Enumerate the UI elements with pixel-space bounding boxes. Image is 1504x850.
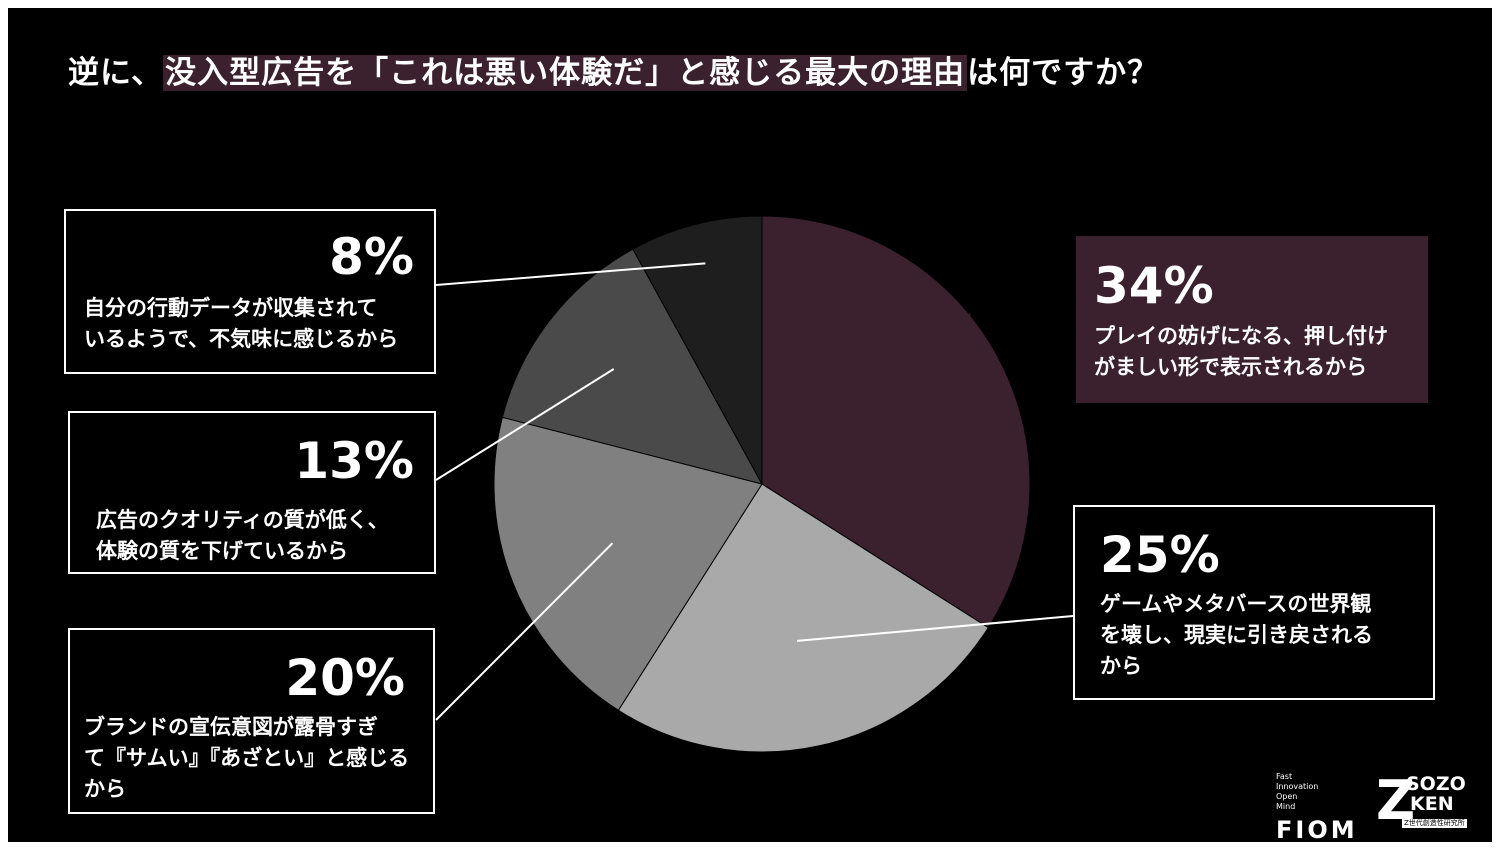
slice-label-34: 34% [1094,257,1214,315]
leader-line-25 [796,615,1074,642]
slice-desc-20: ブランドの宣伝意図が露骨すぎ て『サムい』『あざとい』と感じる から [84,715,410,801]
pie-slice-20 [493,416,763,711]
page-title: 逆に、没入型広告を「これは悪い体験だ」と感じる最大の理由は何ですか？ [68,52,1159,94]
slice-desc-25: ゲームやメタバースの世界観 を壊し、現実に引き戻される から [1100,592,1373,678]
title-suffix: は何ですか？ [967,55,1160,91]
slice-desc-13: 広告のクオリティの質が低く、 体験の質を下げているから [96,508,389,563]
callout-34: 34% プレイの妨げになる、押し付け がましい形で表示されるから [1076,236,1428,403]
leader-line-34 [902,313,971,408]
callout-13: 13% 広告のクオリティの質が低く、 体験の質を下げているから [68,411,436,574]
pie-slice-25 [617,483,989,753]
zken-logo-ken: KEN [1410,793,1454,815]
callout-8: 8% 自分の行動データが収集されて いるようで、不気味に感じるから [64,209,436,374]
pie-slice-34 [761,215,1031,629]
slice-desc-34: プレイの妨げになる、押し付け がましい形で表示されるから [1094,324,1388,379]
leader-line-13 [435,368,615,481]
pie-slice-8 [632,215,763,485]
fiom-logo-subtitle: Fast Innovation Open Mind [1276,772,1319,811]
pie-chart [435,215,1074,753]
zken-logo-caption: Z世代創造性研究所 [1402,819,1467,828]
leader-line-8 [435,262,706,286]
zken-logo: Z SOZO KEN Z世代創造性研究所 [1376,772,1472,836]
zken-logo-sozo: SOZO [1406,773,1466,795]
callout-25: 25% ゲームやメタバースの世界観 を壊し、現実に引き戻される から [1073,505,1435,700]
pie-slice-13 [501,248,763,485]
callout-20: 20% ブランドの宣伝意図が露骨すぎ て『サムい』『あざとい』と感じる から [68,628,435,814]
slice-desc-8: 自分の行動データが収集されて いるようで、不気味に感じるから [84,296,399,351]
slice-label-20: 20% [285,649,405,707]
title-prefix: 逆に、 [68,55,164,91]
fiom-logo: Fast Innovation Open Mind FIOM [1276,772,1358,842]
title-highlight: 没入型広告を「これは悪い体験だ」と感じる最大の理由 [163,55,968,91]
slide: 逆に、没入型広告を「これは悪い体験だ」と感じる最大の理由は何ですか？ 34% プ… [8,8,1492,842]
fiom-logo-text: FIOM [1276,816,1358,842]
leader-line-20 [435,542,614,721]
slice-label-13: 13% [294,432,414,490]
slice-label-25: 25% [1100,526,1220,584]
slice-label-8: 8% [329,228,414,286]
